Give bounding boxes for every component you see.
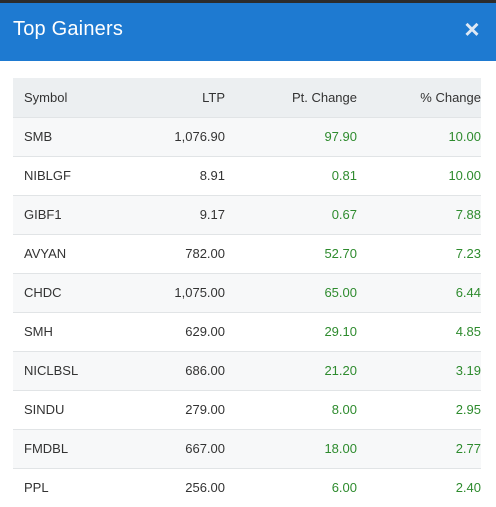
- symbol-cell: FMDBL: [24, 441, 69, 456]
- column-header-symbol[interactable]: Symbol: [24, 89, 68, 105]
- table-row[interactable]: FMDBL 667.00 18.00 2.77: [13, 429, 481, 468]
- pt-change-cell: 21.20: [324, 363, 357, 378]
- column-header-pct-change[interactable]: % Change: [420, 89, 481, 105]
- symbol-cell: SMB: [24, 129, 53, 144]
- table-row[interactable]: SINDU 279.00 8.00 2.95: [13, 390, 481, 429]
- symbol-cell: SMH: [24, 324, 53, 339]
- pt-change-cell: 6.00: [331, 480, 357, 496]
- table-row[interactable]: GIBF1 9.17 0.67 7.88: [13, 195, 481, 234]
- symbol-cell: NICLBSL: [24, 363, 79, 378]
- symbol-cell: AVYAN: [24, 246, 67, 261]
- close-icon[interactable]: ×: [464, 14, 480, 44]
- pct-change-cell: 6.44: [455, 285, 481, 300]
- ltp-cell: 1,076.90: [174, 129, 225, 144]
- pct-change-cell: 4.85: [455, 324, 481, 339]
- symbol-cell: PPL: [24, 480, 49, 496]
- pt-change-cell: 8.00: [331, 402, 357, 417]
- table-row[interactable]: CHDC 1,075.00 65.00 6.44: [13, 273, 481, 312]
- table-row[interactable]: AVYAN 782.00 52.70 7.23: [13, 234, 481, 273]
- gainers-table-container: Symbol LTP Pt. Change % Change SMB 1,076.…: [13, 78, 481, 507]
- pct-change-cell: 2.77: [455, 441, 481, 456]
- ltp-cell: 279.00: [185, 402, 225, 417]
- ltp-cell: 9.17: [199, 207, 225, 222]
- ltp-cell: 256.00: [185, 480, 225, 496]
- ltp-cell: 629.00: [185, 324, 225, 339]
- table-row[interactable]: NIBLGF 8.91 0.81 10.00: [13, 156, 481, 195]
- pct-change-cell: 7.88: [455, 207, 481, 222]
- column-header-pt-change[interactable]: Pt. Change: [291, 89, 357, 105]
- table-header-row: Symbol LTP Pt. Change % Change: [13, 78, 481, 117]
- pt-change-cell: 29.10: [324, 324, 357, 339]
- pct-change-cell: 2.40: [455, 480, 481, 496]
- symbol-cell: NIBLGF: [24, 168, 71, 183]
- ltp-cell: 1,075.00: [174, 285, 225, 300]
- symbol-cell: CHDC: [24, 285, 62, 300]
- column-header-ltp[interactable]: LTP: [202, 89, 225, 105]
- ltp-cell: 8.91: [199, 168, 225, 183]
- pct-change-cell: 7.23: [455, 246, 481, 261]
- table-row[interactable]: PPL 256.00 6.00 2.40: [13, 468, 481, 507]
- pct-change-cell: 10.00: [448, 129, 481, 144]
- ltp-cell: 686.00: [185, 363, 225, 378]
- symbol-cell: SINDU: [24, 402, 65, 417]
- symbol-cell: GIBF1: [24, 207, 62, 222]
- pct-change-cell: 2.95: [455, 402, 481, 417]
- pt-change-cell: 0.81: [331, 168, 357, 183]
- table-row[interactable]: SMH 629.00 29.10 4.85: [13, 312, 481, 351]
- table-row[interactable]: NICLBSL 686.00 21.20 3.19: [13, 351, 481, 390]
- pt-change-cell: 0.67: [331, 207, 357, 222]
- pt-change-cell: 97.90: [324, 129, 357, 144]
- top-strip: [0, 0, 496, 3]
- modal-title: Top Gainers: [13, 18, 124, 40]
- pct-change-cell: 3.19: [455, 363, 481, 378]
- pct-change-cell: 10.00: [448, 168, 481, 183]
- modal-header: Top Gainers ×: [0, 3, 496, 61]
- table-row[interactable]: SMB 1,076.90 97.90 10.00: [13, 117, 481, 156]
- pt-change-cell: 52.70: [324, 246, 357, 261]
- ltp-cell: 667.00: [185, 441, 225, 456]
- pt-change-cell: 18.00: [324, 441, 357, 456]
- ltp-cell: 782.00: [185, 246, 225, 261]
- gainers-table: Symbol LTP Pt. Change % Change SMB 1,076.…: [13, 78, 481, 507]
- pt-change-cell: 65.00: [324, 285, 357, 300]
